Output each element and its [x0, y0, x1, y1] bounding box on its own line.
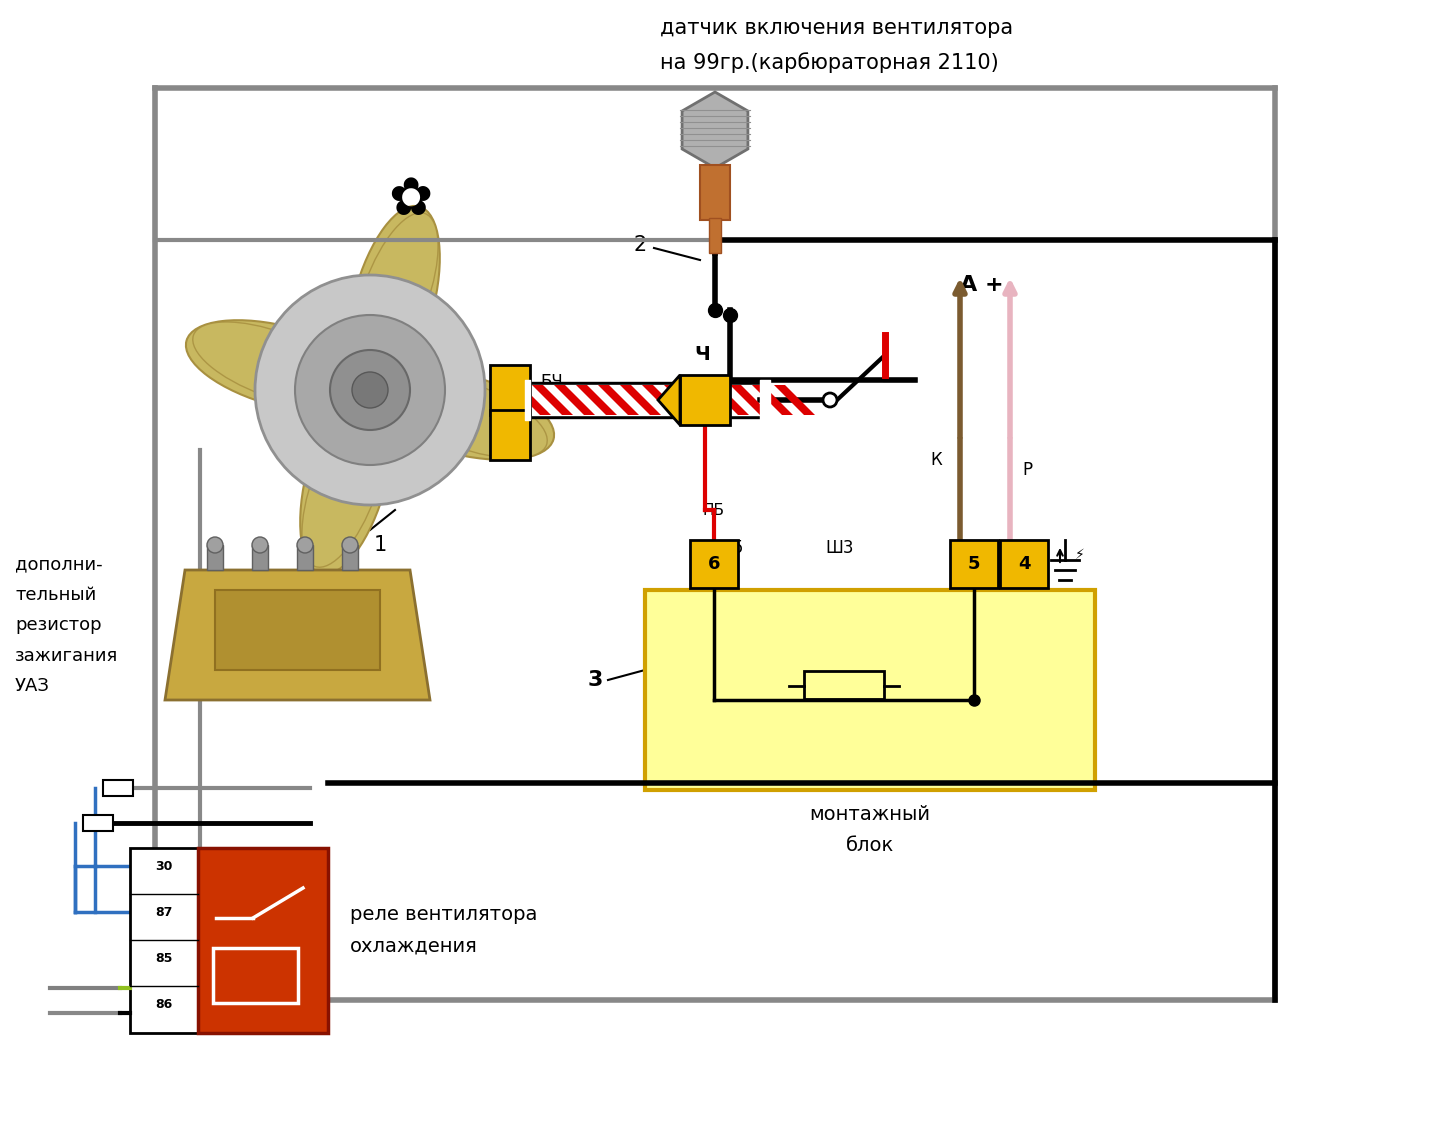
Polygon shape: [707, 385, 749, 415]
Text: БЧ: БЧ: [540, 373, 563, 391]
Circle shape: [329, 349, 410, 430]
Text: 4: 4: [1018, 555, 1030, 573]
Circle shape: [352, 372, 388, 408]
Bar: [490, 365, 530, 415]
Bar: [690, 539, 737, 588]
Bar: [803, 671, 884, 699]
Polygon shape: [682, 92, 748, 169]
Ellipse shape: [354, 213, 438, 374]
Circle shape: [252, 537, 268, 553]
Polygon shape: [599, 385, 639, 415]
Bar: [103, 780, 133, 796]
Text: F7: F7: [836, 716, 852, 729]
Polygon shape: [642, 385, 683, 415]
Text: ПБ: ПБ: [703, 503, 725, 518]
Text: 5: 5: [968, 555, 981, 573]
Polygon shape: [730, 385, 770, 415]
Bar: [709, 218, 720, 253]
Polygon shape: [533, 385, 573, 415]
Text: монтажный
блок: монтажный блок: [809, 805, 931, 855]
Bar: [949, 539, 998, 588]
Ellipse shape: [301, 380, 394, 575]
Text: ✿: ✿: [388, 174, 432, 226]
Bar: [83, 815, 113, 831]
Text: Ш5: Ш5: [716, 539, 745, 556]
Circle shape: [342, 537, 358, 553]
Text: реле вентилятора
охлаждения: реле вентилятора охлаждения: [349, 905, 537, 955]
Text: дополни-
тельный
резистор
зажигания
УАЗ: дополни- тельный резистор зажигания УАЗ: [14, 555, 119, 696]
Text: 6: 6: [707, 555, 720, 573]
Bar: [296, 545, 314, 570]
Bar: [1000, 539, 1048, 588]
Text: 86: 86: [156, 998, 173, 1010]
Polygon shape: [775, 385, 815, 415]
Text: Ш3: Ш3: [826, 539, 855, 556]
Ellipse shape: [186, 320, 381, 413]
Text: 3: 3: [587, 670, 603, 690]
Text: 87: 87: [155, 906, 173, 918]
Polygon shape: [686, 385, 727, 415]
Bar: [644, 590, 1095, 789]
Bar: [198, 848, 328, 1033]
Text: 30: 30: [155, 860, 173, 872]
Ellipse shape: [347, 206, 440, 400]
Polygon shape: [620, 385, 662, 415]
Text: на 99гр.(карбюраторная 2110): на 99гр.(карбюраторная 2110): [660, 52, 998, 72]
Text: 85: 85: [155, 951, 173, 965]
Text: А +: А +: [959, 275, 1004, 295]
Text: К: К: [931, 451, 942, 469]
Bar: [130, 848, 198, 1033]
Bar: [700, 165, 730, 221]
Bar: [252, 545, 268, 570]
Circle shape: [208, 537, 223, 553]
Text: 1: 1: [374, 535, 387, 555]
Bar: [208, 545, 223, 570]
Circle shape: [255, 275, 485, 506]
Text: 2: 2: [633, 235, 647, 254]
Polygon shape: [576, 385, 617, 415]
Polygon shape: [510, 385, 551, 415]
Polygon shape: [165, 570, 430, 700]
Polygon shape: [752, 385, 793, 415]
Bar: [215, 590, 379, 670]
Polygon shape: [657, 375, 680, 425]
Ellipse shape: [359, 366, 554, 460]
Circle shape: [295, 316, 445, 465]
Text: Ч: Ч: [695, 345, 710, 364]
Text: датчик включения вентилятора: датчик включения вентилятора: [660, 18, 1012, 38]
Text: ⚡: ⚡: [1075, 549, 1085, 562]
Ellipse shape: [302, 406, 387, 568]
Circle shape: [296, 537, 314, 553]
Bar: [490, 411, 530, 460]
Ellipse shape: [387, 373, 547, 458]
Bar: [342, 545, 358, 570]
Bar: [680, 375, 730, 425]
Text: Р: Р: [1022, 461, 1032, 480]
Polygon shape: [554, 385, 596, 415]
Ellipse shape: [193, 322, 354, 406]
Bar: [213, 948, 298, 1003]
Polygon shape: [664, 385, 705, 415]
Circle shape: [823, 392, 836, 407]
